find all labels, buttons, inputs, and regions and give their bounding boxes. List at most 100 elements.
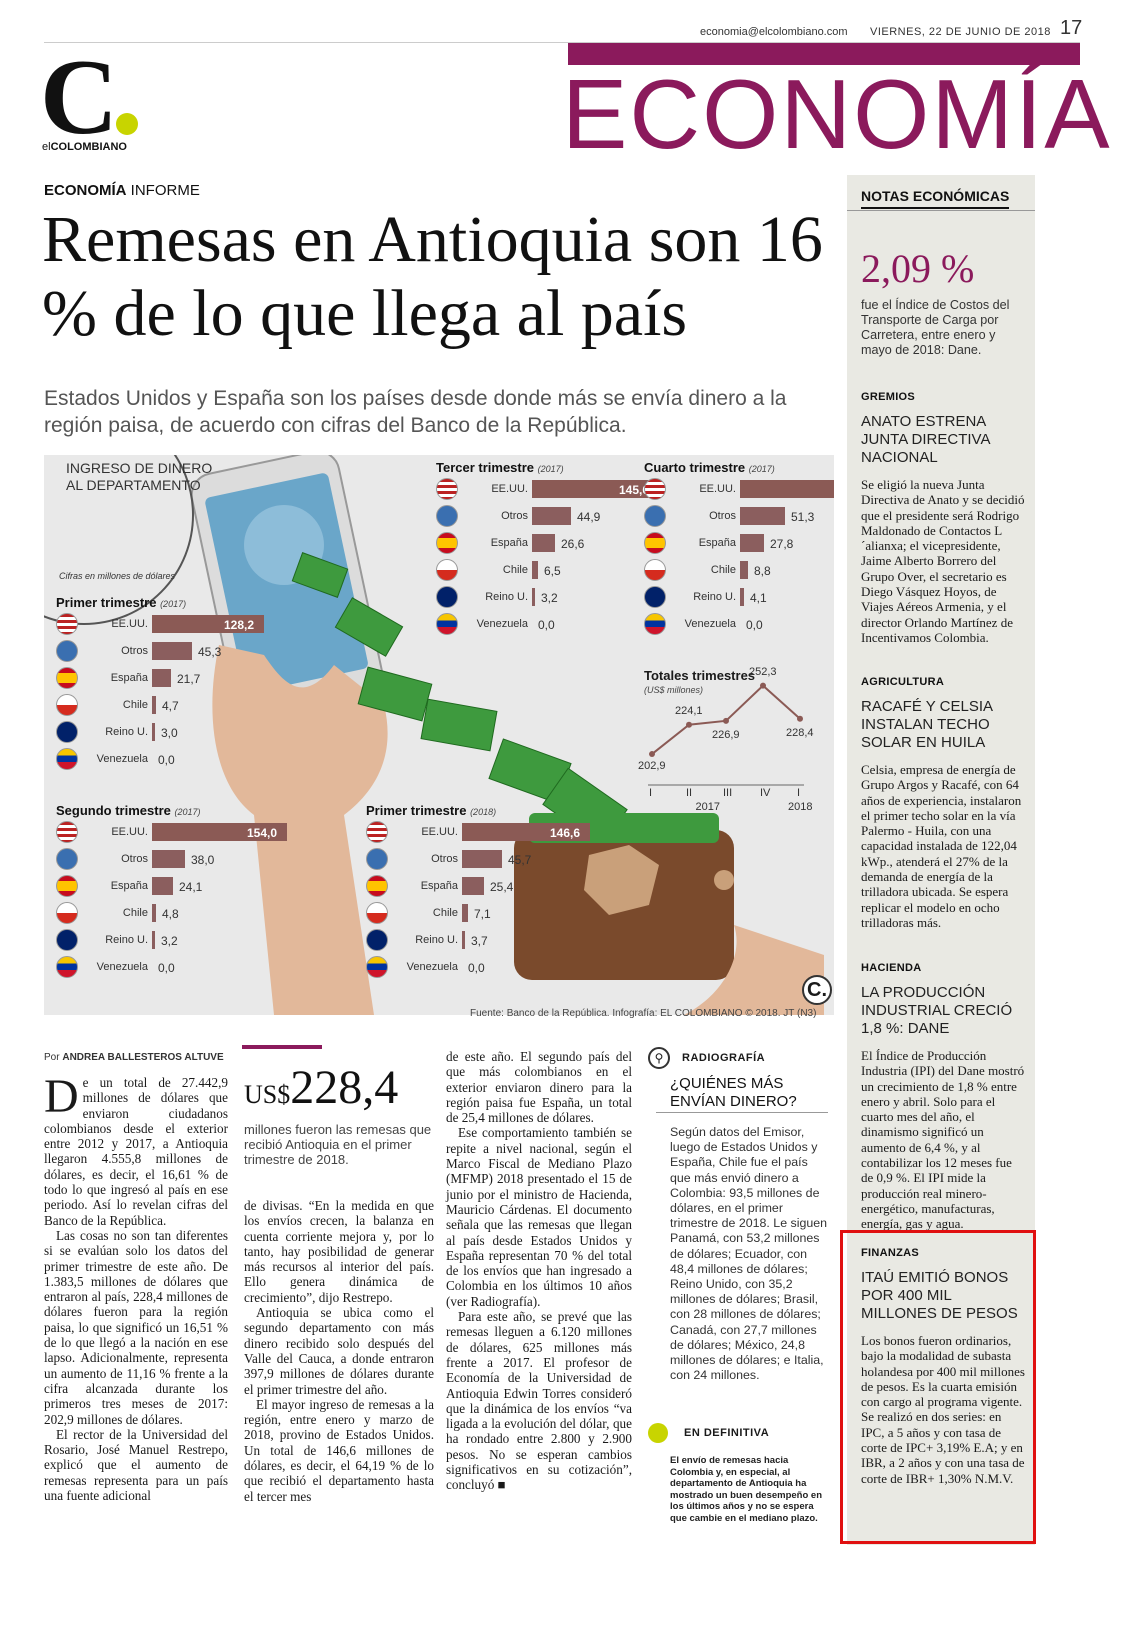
article-paragraph: Ese comportamiento también se repite a n… [446, 1125, 632, 1309]
highlight-value: 228,4 [290, 1061, 399, 1114]
venezuela-flag-icon [56, 956, 78, 978]
country-label: España [420, 880, 458, 892]
totals-point [686, 721, 692, 728]
article-column-2: de divisas. “En la medida en que los env… [244, 1198, 434, 1504]
bar-value: 8,8 [754, 564, 771, 578]
bar-row: Chile 7,1 [366, 899, 576, 926]
bar-value: 21,7 [177, 672, 201, 686]
bar-value: 145,6 [619, 483, 650, 497]
note-title: LA PRODUCCIÓN INDUSTRIAL CRECIÓ 1,8 %: D… [861, 984, 1013, 1037]
bar-row: Otros 51,3 [644, 502, 834, 529]
quarter-title: Primer trimestre (2018) [366, 803, 576, 818]
bar-row: Reino U. 4,1 [644, 583, 834, 610]
bar-value: 7,1 [474, 907, 491, 921]
highlight-currency: US$ [244, 1080, 291, 1109]
globe-icon [56, 640, 78, 662]
totals-point [760, 682, 766, 689]
bar [462, 823, 590, 841]
bar-row: Venezuela 0,0 [366, 953, 576, 980]
country-label: España [110, 880, 148, 892]
country-label: Otros [431, 853, 458, 865]
publication-date: VIERNES, 22 DE JUNIO DE 2018 [870, 26, 1051, 38]
sidebar-title: NOTAS ECONÓMICAS [861, 188, 1010, 209]
section-title: ECONOMÍA [562, 59, 1112, 169]
quarter-title: Primer trimestre (2017) [56, 595, 266, 610]
country-label: Chile [502, 564, 528, 576]
totals-title: Totales trimestres [644, 668, 756, 683]
article-paragraph: Las cosas no son tan diferentes si se ev… [44, 1227, 228, 1427]
spain-flag-icon [56, 667, 78, 689]
bar [152, 669, 171, 687]
bar-value: 0,0 [538, 618, 555, 632]
section-email[interactable]: economia@elcolombiano.com [700, 26, 848, 38]
bar-row: Otros 44,9 [436, 502, 646, 529]
logo-name: COLOMBIANO [50, 141, 127, 153]
radiografia-title: ¿QUIÉNES MÁS ENVÍAN DINERO? [670, 1075, 797, 1110]
totals-year: 2018 [788, 801, 813, 813]
bar-row: Chile 6,5 [436, 556, 646, 583]
country-label: Otros [121, 645, 148, 657]
bar-row: Reino U. 3,2 [56, 926, 266, 953]
quarter-block: Tercer trimestre (2017) EE.UU. 145,6 Otros 4… [436, 460, 659, 637]
bar-row: EE.UU. 128,2 [56, 610, 266, 637]
note-body: Se eligió la nueva Junta Directiva de An… [861, 477, 1025, 645]
note-body: El Índice de Producción Industria (IPI) … [861, 1048, 1025, 1232]
quarter-title: Cuarto trimestre (2017) [644, 460, 834, 475]
totals-tick: III [723, 787, 733, 799]
country-label: Venezuela [684, 618, 736, 630]
bar-row: España 21,7 [56, 664, 266, 691]
quarter-block: Segundo trimestre (2017) EE.UU. 154,0 Otros… [56, 803, 287, 980]
bar-value: 4,1 [750, 591, 767, 605]
sidebar [847, 175, 1035, 1545]
chile-flag-icon [436, 559, 458, 581]
bar-row: Venezuela 0,0 [56, 745, 266, 772]
totals-point [649, 751, 655, 758]
totals-subtitle: (US$ millones) [644, 685, 704, 695]
venezuela-flag-icon [56, 748, 78, 770]
radiografia-label: RADIOGRAFÍA [682, 1052, 766, 1064]
totals-value-label: 252,3 [749, 665, 777, 678]
country-label: Reino U. [485, 591, 528, 603]
chile-flag-icon [56, 694, 78, 716]
totals-point [723, 717, 729, 724]
bar-row: Reino U. 3,7 [366, 926, 576, 953]
bar [152, 904, 156, 922]
quarter-year: (2017) [537, 464, 564, 474]
quarter-title-text: Segundo trimestre [56, 803, 175, 818]
bar-row: España 24,1 [56, 872, 266, 899]
bar [740, 507, 785, 525]
finanzas-highlight-box [840, 1230, 1036, 1544]
totals-point [797, 715, 803, 722]
bar-value: 154,0 [247, 826, 278, 840]
note-agricultura: AGRICULTURA RACAFÉ Y CELSIA INSTALAN TEC… [861, 676, 1026, 930]
bar-value: 4,7 [162, 699, 179, 713]
bar-value: 0,0 [746, 618, 763, 632]
country-label: EE.UU. [111, 618, 148, 630]
kicker-section: ECONOMÍA [44, 182, 127, 199]
country-label: Otros [709, 510, 736, 522]
bar [152, 823, 287, 841]
article-paragraph: Para este año, se prevé que las remesas … [446, 1309, 632, 1493]
note-body: Celsia, empresa de energía de Grupo Argo… [861, 762, 1022, 930]
note-finanzas: FINANZAS ITAÚ EMITIÓ BONOS POR 400 MIL M… [861, 1247, 1026, 1486]
logo-dot [116, 113, 138, 135]
bar-value: 44,9 [577, 510, 601, 524]
bar-value: 51,3 [791, 510, 815, 524]
bar-value: 146,6 [550, 826, 581, 840]
bar [740, 561, 748, 579]
byline-author: ANDREA BALLESTEROS ALTUVE [62, 1052, 224, 1063]
bar-row: Otros 45,3 [56, 637, 266, 664]
sidebar-rule [847, 210, 1035, 211]
definitiva-icon [648, 1423, 668, 1443]
bar-row: Otros 45,7 [366, 845, 576, 872]
chile-flag-icon [366, 902, 388, 924]
lower-hand-illustration [684, 925, 824, 1015]
article-paragraph: Antioquia se ubica como el segundo depar… [244, 1305, 434, 1397]
country-label: Reino U. [693, 591, 736, 603]
bar-row: España 25,4 [366, 872, 576, 899]
bar-row: EE.UU. 145,6 [436, 475, 659, 502]
spain-flag-icon [644, 532, 666, 554]
bar-value: 26,6 [561, 537, 585, 551]
quarter-title: Segundo trimestre (2017) [56, 803, 266, 818]
